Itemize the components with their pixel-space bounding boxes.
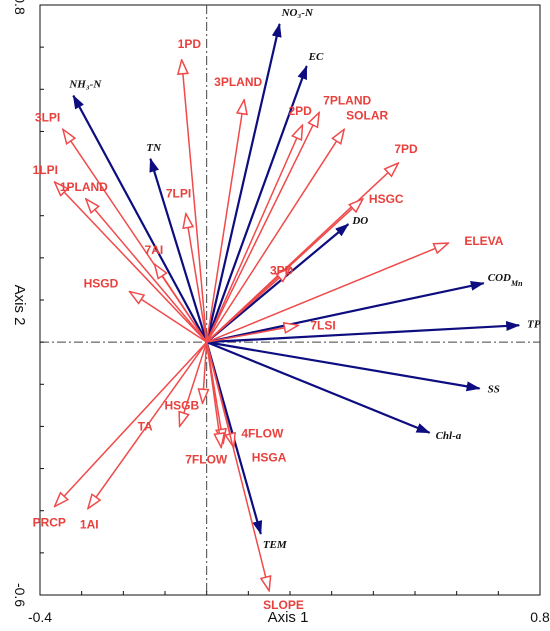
vector-1lpi <box>55 182 208 343</box>
vector-label-3lpi: 3LPI <box>35 110 60 124</box>
vector-prcp <box>55 341 208 506</box>
vector-slope <box>205 341 269 591</box>
vector-1pd <box>182 60 208 343</box>
vector-label-4flow: 4FLOW <box>241 426 284 440</box>
vector-label-ta: TA <box>138 419 153 433</box>
vector-2pd <box>205 125 303 343</box>
vector-labels: NO₃-N EC NH₃-N TN DO CODMn TP SS Chl-a TEM 1PD 3PLA… <box>33 7 541 612</box>
x-axis-title: Axis 1 <box>268 609 309 626</box>
vector-1pland <box>86 199 208 343</box>
vector-label-7flow: 7FLOW <box>185 453 228 467</box>
vector-7lpi <box>186 214 208 343</box>
vector-cod <box>206 280 485 344</box>
vector-label-1pd: 1PD <box>178 37 202 51</box>
y-tick-label: -0.6 <box>12 583 28 607</box>
vector-ss <box>206 341 481 392</box>
vector-label-1ai: 1AI <box>80 518 99 532</box>
vector-7ai <box>155 264 208 343</box>
x-tick-label: -0.4 <box>28 609 52 625</box>
zero-reference-lines <box>40 5 540 595</box>
vector-label-7lsi: 7LSI <box>310 318 335 332</box>
vector-label-eleva: ELEVA <box>464 234 503 248</box>
vector-3pd <box>206 268 290 343</box>
vector-label-prcp: PRCP <box>33 516 66 530</box>
vector-label-slope: SLOPE <box>263 598 304 612</box>
axis-tick-labels: -0.4 0.8 0.8 -0.6 <box>12 0 550 625</box>
vector-label-7pd: 7PD <box>394 142 418 156</box>
plot-frame <box>39 4 541 596</box>
vector-tp <box>206 320 521 344</box>
vector-7flow <box>205 342 222 447</box>
vector-label-3pd: 3PD <box>270 263 294 277</box>
vector-label-hsgb: HSGB <box>165 398 200 412</box>
vector-7pland <box>205 112 319 343</box>
vector-label-solar: SOLAR <box>346 108 388 122</box>
vector-label-1pland: 1PLAND <box>60 180 108 194</box>
vector-hsgd <box>130 292 208 343</box>
vector-label-nh-n: NH₃-N <box>68 79 102 91</box>
vector-label-3pland: 3PLAND <box>214 75 262 89</box>
vector-label-do: DO <box>351 215 368 227</box>
vector-arrows <box>55 22 521 591</box>
vector-ta <box>180 341 208 426</box>
vector-no-n <box>205 22 282 343</box>
vector-solar <box>206 129 344 343</box>
vector-label-7lpi: 7LPI <box>166 187 191 201</box>
vector-hsgb <box>203 342 207 403</box>
vector-label-chl-a: Chl-a <box>436 430 462 442</box>
vector-label-1lpi: 1LPI <box>33 163 58 177</box>
vector-3pland <box>205 100 245 343</box>
vector-7lsi <box>206 325 299 343</box>
vector-nh-n <box>72 94 208 343</box>
y-axis-title: Axis 2 <box>11 285 28 326</box>
vector-label-ss: SS <box>488 384 500 396</box>
vector-label-ec: EC <box>308 51 324 63</box>
vector-1ai <box>88 341 208 508</box>
vector-label-no-n: NO₃-N <box>281 7 314 19</box>
vector-label-tem: TEM <box>263 539 288 551</box>
vector-label-tn: TN <box>146 142 162 154</box>
vector-label-hsga: HSGA <box>252 451 287 465</box>
vector-ec <box>205 65 308 343</box>
vector-label-tp: TP <box>527 318 541 330</box>
x-tick-label: 0.8 <box>530 609 550 625</box>
vector-label-hsgd: HSGD <box>84 277 119 291</box>
vector-label-7ai: 7AI <box>145 243 164 257</box>
vector-chl-a <box>206 341 431 434</box>
vector-eleva <box>206 243 449 343</box>
axis-ticks <box>39 4 541 596</box>
vector-tn <box>149 157 208 343</box>
vector-label-hsgc: HSGC <box>369 192 404 206</box>
vector-label-cod: CODMn <box>488 272 523 288</box>
vector-label-2pd: 2PD <box>289 104 313 118</box>
vector-label-7pland: 7PLAND <box>323 93 371 107</box>
y-tick-label: 0.8 <box>12 0 28 15</box>
vector-do <box>205 223 350 343</box>
